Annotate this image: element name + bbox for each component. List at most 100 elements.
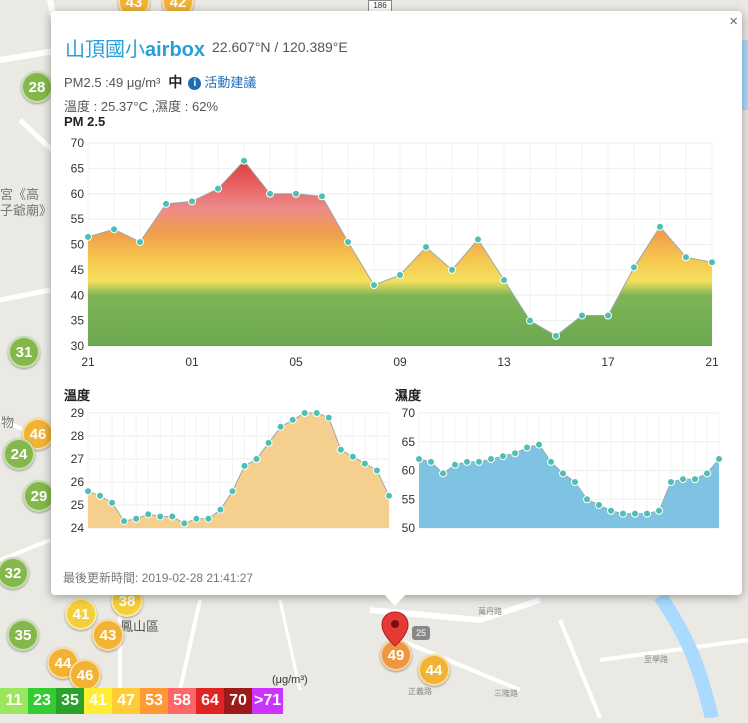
y-tick-label: 27 — [71, 452, 85, 466]
data-point — [559, 469, 567, 478]
y-tick-label: 26 — [71, 475, 85, 489]
legend-swatch: 53 — [140, 688, 168, 714]
last-updated: 最後更新時間: 2019-02-28 21:41:27 — [63, 571, 254, 585]
data-point — [703, 469, 711, 478]
data-point — [655, 506, 663, 515]
y-tick-label: 30 — [71, 339, 85, 353]
legend-swatch: 64 — [196, 688, 224, 714]
station-marker[interactable]: 46 — [69, 659, 101, 691]
station-marker[interactable]: 35 — [7, 619, 39, 651]
data-point — [463, 457, 471, 466]
y-tick-label: 65 — [71, 161, 85, 175]
data-point — [372, 466, 381, 475]
data-point — [136, 237, 144, 246]
data-point — [216, 505, 225, 514]
data-point — [288, 415, 297, 424]
data-point — [523, 443, 531, 452]
data-point — [499, 452, 507, 461]
y-tick-label: 35 — [71, 314, 85, 328]
data-point — [324, 413, 333, 422]
x-tick-label: 21 — [705, 355, 719, 369]
road-badge: 25 — [412, 626, 430, 640]
data-point — [595, 501, 603, 509]
pm25-legend: 11 23 35 41 47 53 58 64 70 >71 — [0, 688, 284, 714]
data-point — [276, 422, 285, 431]
data-point — [168, 512, 177, 521]
series-area — [419, 444, 719, 528]
env-reading: 溫度 : 25.37°C ,濕度 : 62% — [64, 99, 219, 114]
data-point — [96, 491, 105, 500]
close-icon[interactable]: × — [729, 13, 738, 30]
data-point — [264, 438, 273, 447]
data-point — [84, 232, 92, 241]
station-coords: 22.607°N / 120.389°E — [212, 39, 348, 55]
y-tick-label: 50 — [71, 238, 85, 252]
data-point — [192, 514, 201, 523]
data-point — [715, 455, 723, 463]
data-point — [415, 455, 423, 463]
station-marker[interactable]: 28 — [21, 71, 53, 103]
legend-swatch: 47 — [112, 688, 140, 714]
data-point — [180, 519, 189, 528]
station-marker[interactable]: 43 — [92, 619, 124, 651]
y-tick-label: 29 — [71, 406, 85, 420]
data-point — [604, 311, 612, 320]
station-marker[interactable]: 44 — [418, 654, 450, 686]
road-label: 正義路 — [408, 687, 432, 696]
data-point — [336, 445, 345, 454]
data-point — [475, 457, 483, 466]
place-label: 子爺廟》 — [0, 203, 53, 218]
data-point — [526, 316, 534, 325]
data-point — [204, 514, 213, 523]
humidity-chart: 50 55 60 65 70 — [402, 406, 723, 535]
series-area — [88, 160, 712, 346]
data-point — [188, 197, 196, 206]
popup-pointer — [383, 593, 407, 606]
data-point — [439, 469, 447, 478]
data-point — [487, 455, 495, 463]
station-marker[interactable]: 29 — [23, 480, 55, 512]
station-marker[interactable]: 31 — [8, 336, 40, 368]
location-pin-icon[interactable] — [380, 610, 410, 648]
y-tick-label: 28 — [71, 429, 85, 443]
station-marker[interactable]: 41 — [65, 598, 97, 630]
advice-link[interactable]: 活動建議 — [204, 75, 257, 90]
station-marker[interactable]: 24 — [3, 438, 35, 470]
temperature-chart: 24 25 26 27 28 29 — [71, 406, 393, 535]
pm-level: 中 — [168, 74, 183, 90]
data-point — [571, 478, 579, 486]
y-tick-label: 55 — [71, 212, 85, 226]
y-tick-label: 45 — [71, 263, 85, 277]
pm-chart-title: PM 2.5 — [64, 114, 106, 129]
temp-chart-title: 溫度 — [64, 388, 91, 403]
data-point — [312, 409, 321, 417]
x-tick-label: 01 — [185, 355, 199, 369]
data-point — [344, 237, 352, 246]
y-tick-label: 70 — [71, 136, 85, 150]
data-point — [691, 475, 699, 484]
place-label: 宮《高 — [0, 187, 40, 202]
data-point — [300, 409, 309, 417]
data-point — [370, 281, 378, 290]
station-brand: airbox — [145, 39, 206, 61]
series-area — [88, 413, 389, 528]
y-tick-label: 65 — [402, 435, 416, 449]
y-tick-label: 60 — [71, 187, 85, 201]
info-icon[interactable]: i — [188, 77, 202, 90]
data-point — [108, 498, 117, 507]
data-point — [448, 265, 456, 274]
x-tick-label: 13 — [497, 355, 511, 369]
data-point — [427, 457, 435, 466]
legend-unit: (μg/m³) — [272, 674, 308, 686]
place-label: 物 — [1, 415, 15, 430]
data-point — [348, 452, 357, 461]
station-title: 山頂國小airbox — [65, 33, 205, 62]
station-name: 山頂國小 — [65, 39, 145, 61]
y-tick-label: 55 — [402, 492, 416, 506]
station-marker[interactable]: 32 — [0, 557, 29, 589]
station-marker[interactable]: 46 — [22, 418, 54, 450]
data-point — [708, 258, 716, 267]
legend-swatch: 70 — [224, 688, 252, 714]
data-point — [144, 510, 153, 519]
data-point — [385, 491, 393, 500]
